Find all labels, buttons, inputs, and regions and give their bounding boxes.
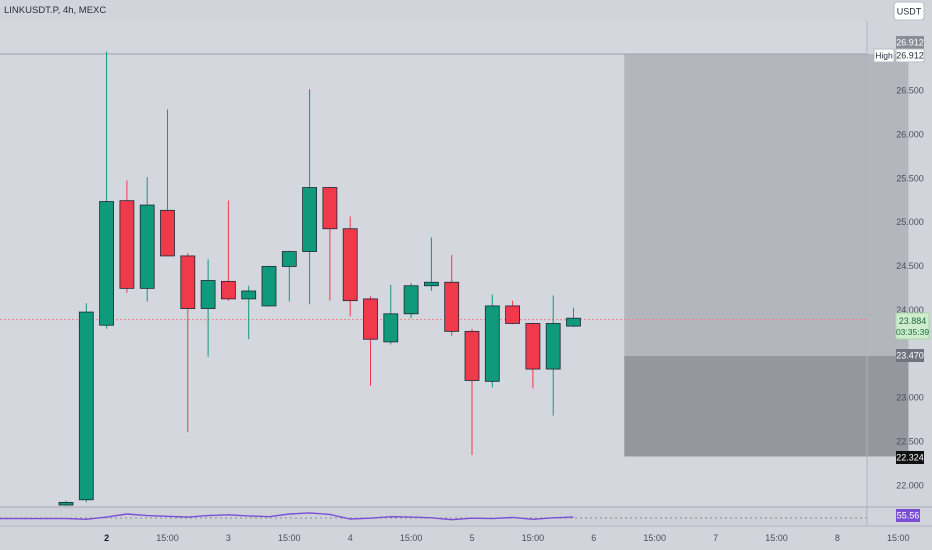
candle-body-down: [363, 298, 378, 340]
candle-body-up: [484, 305, 500, 382]
time-tick-label: 6: [591, 533, 596, 543]
price-tick-label: 24.000: [896, 305, 924, 315]
time-tick-label: 15:00: [156, 533, 179, 543]
candle-body-up: [383, 313, 399, 343]
candle-body-down: [525, 323, 541, 370]
time-tick-label: 15:00: [278, 533, 301, 543]
zone-top-tag: 23.470: [896, 349, 924, 362]
candle-body-up: [281, 251, 297, 267]
target-zone-lower: [624, 355, 909, 457]
time-tick-label: 3: [226, 533, 231, 543]
time-tick-label: 15:00: [400, 533, 423, 543]
time-axis[interactable]: 2 15:00 3 15:00 4 15:00 5 15:00 6 15:00 7 15:00 8 15:…: [104, 533, 909, 543]
candle-body-down: [322, 187, 338, 230]
price-tick-label: 25.000: [896, 217, 924, 227]
price-tick-label: 24.500: [896, 261, 924, 271]
time-tick-label: 8: [835, 533, 840, 543]
time-tick-label: 15:00: [765, 533, 788, 543]
indicator-value: 55.56: [897, 511, 920, 521]
candle-body-up: [566, 317, 581, 327]
high-price-box-value: 26.912: [896, 38, 924, 48]
price-tick-label: 25.500: [896, 173, 924, 183]
candles-layer: [58, 51, 581, 506]
candle-body-up: [241, 290, 257, 300]
time-tick-label: 7: [713, 533, 718, 543]
candle-body-down: [220, 280, 236, 300]
candle-body-up: [302, 187, 318, 252]
candle-body-up: [200, 280, 216, 309]
candle-body-up: [78, 311, 94, 501]
high-label-tag: High 26.912: [873, 48, 925, 63]
candle-body-up: [139, 204, 155, 289]
candle-body-down: [342, 228, 358, 302]
candle-body-down: [119, 200, 135, 289]
candle-body-down: [444, 281, 460, 332]
zone-bottom-value: 22.324: [896, 453, 924, 463]
time-tick-label: 2: [104, 533, 109, 543]
time-tick-label: 15:00: [887, 533, 910, 543]
price-tick-label: 26.000: [896, 130, 924, 140]
current-price-tag: 23.884 03:35:39: [895, 312, 930, 340]
currency-button[interactable]: USDT: [893, 1, 925, 21]
time-tick-label: 5: [469, 533, 474, 543]
price-tick-label: 22.000: [896, 480, 924, 490]
time-tick-label: 15:00: [643, 533, 666, 543]
candle-body-down: [180, 255, 196, 309]
indicator-line: [0, 512, 574, 521]
indicator-value-tag: 55.56: [896, 509, 920, 522]
current-price-value: 23.884: [899, 316, 927, 326]
time-tick-label: 4: [348, 533, 353, 543]
candle-body-down: [464, 330, 480, 381]
price-tick-label: 23.000: [896, 393, 924, 403]
indicator-pane: [0, 507, 867, 525]
candle-body-down: [505, 305, 521, 324]
currency-button-label: USDT: [897, 7, 922, 17]
candle-body-up: [403, 285, 419, 315]
target-zone-upper: [624, 54, 909, 356]
candle-body-up: [99, 201, 114, 326]
bar-countdown: 03:35:39: [896, 327, 929, 337]
candle-body-down: [160, 209, 175, 257]
candle-body-up: [261, 266, 277, 307]
candle-body-up: [423, 281, 439, 287]
candle-body-up: [58, 501, 74, 506]
price-tick-label: 26.500: [896, 86, 924, 96]
zone-bottom-tag: 22.324: [896, 451, 924, 464]
high-label-text: High: [875, 51, 893, 61]
price-tick-label: 22.500: [896, 437, 924, 447]
candle-body-up: [545, 323, 561, 370]
zone-top-value: 23.470: [896, 351, 924, 361]
symbol-title: LINKUSDT.P, 4h, MEXC: [4, 5, 106, 16]
high-label-value: 26.912: [896, 51, 924, 61]
high-price-box: 26.912: [896, 36, 924, 49]
time-tick-label: 15:00: [522, 533, 545, 543]
